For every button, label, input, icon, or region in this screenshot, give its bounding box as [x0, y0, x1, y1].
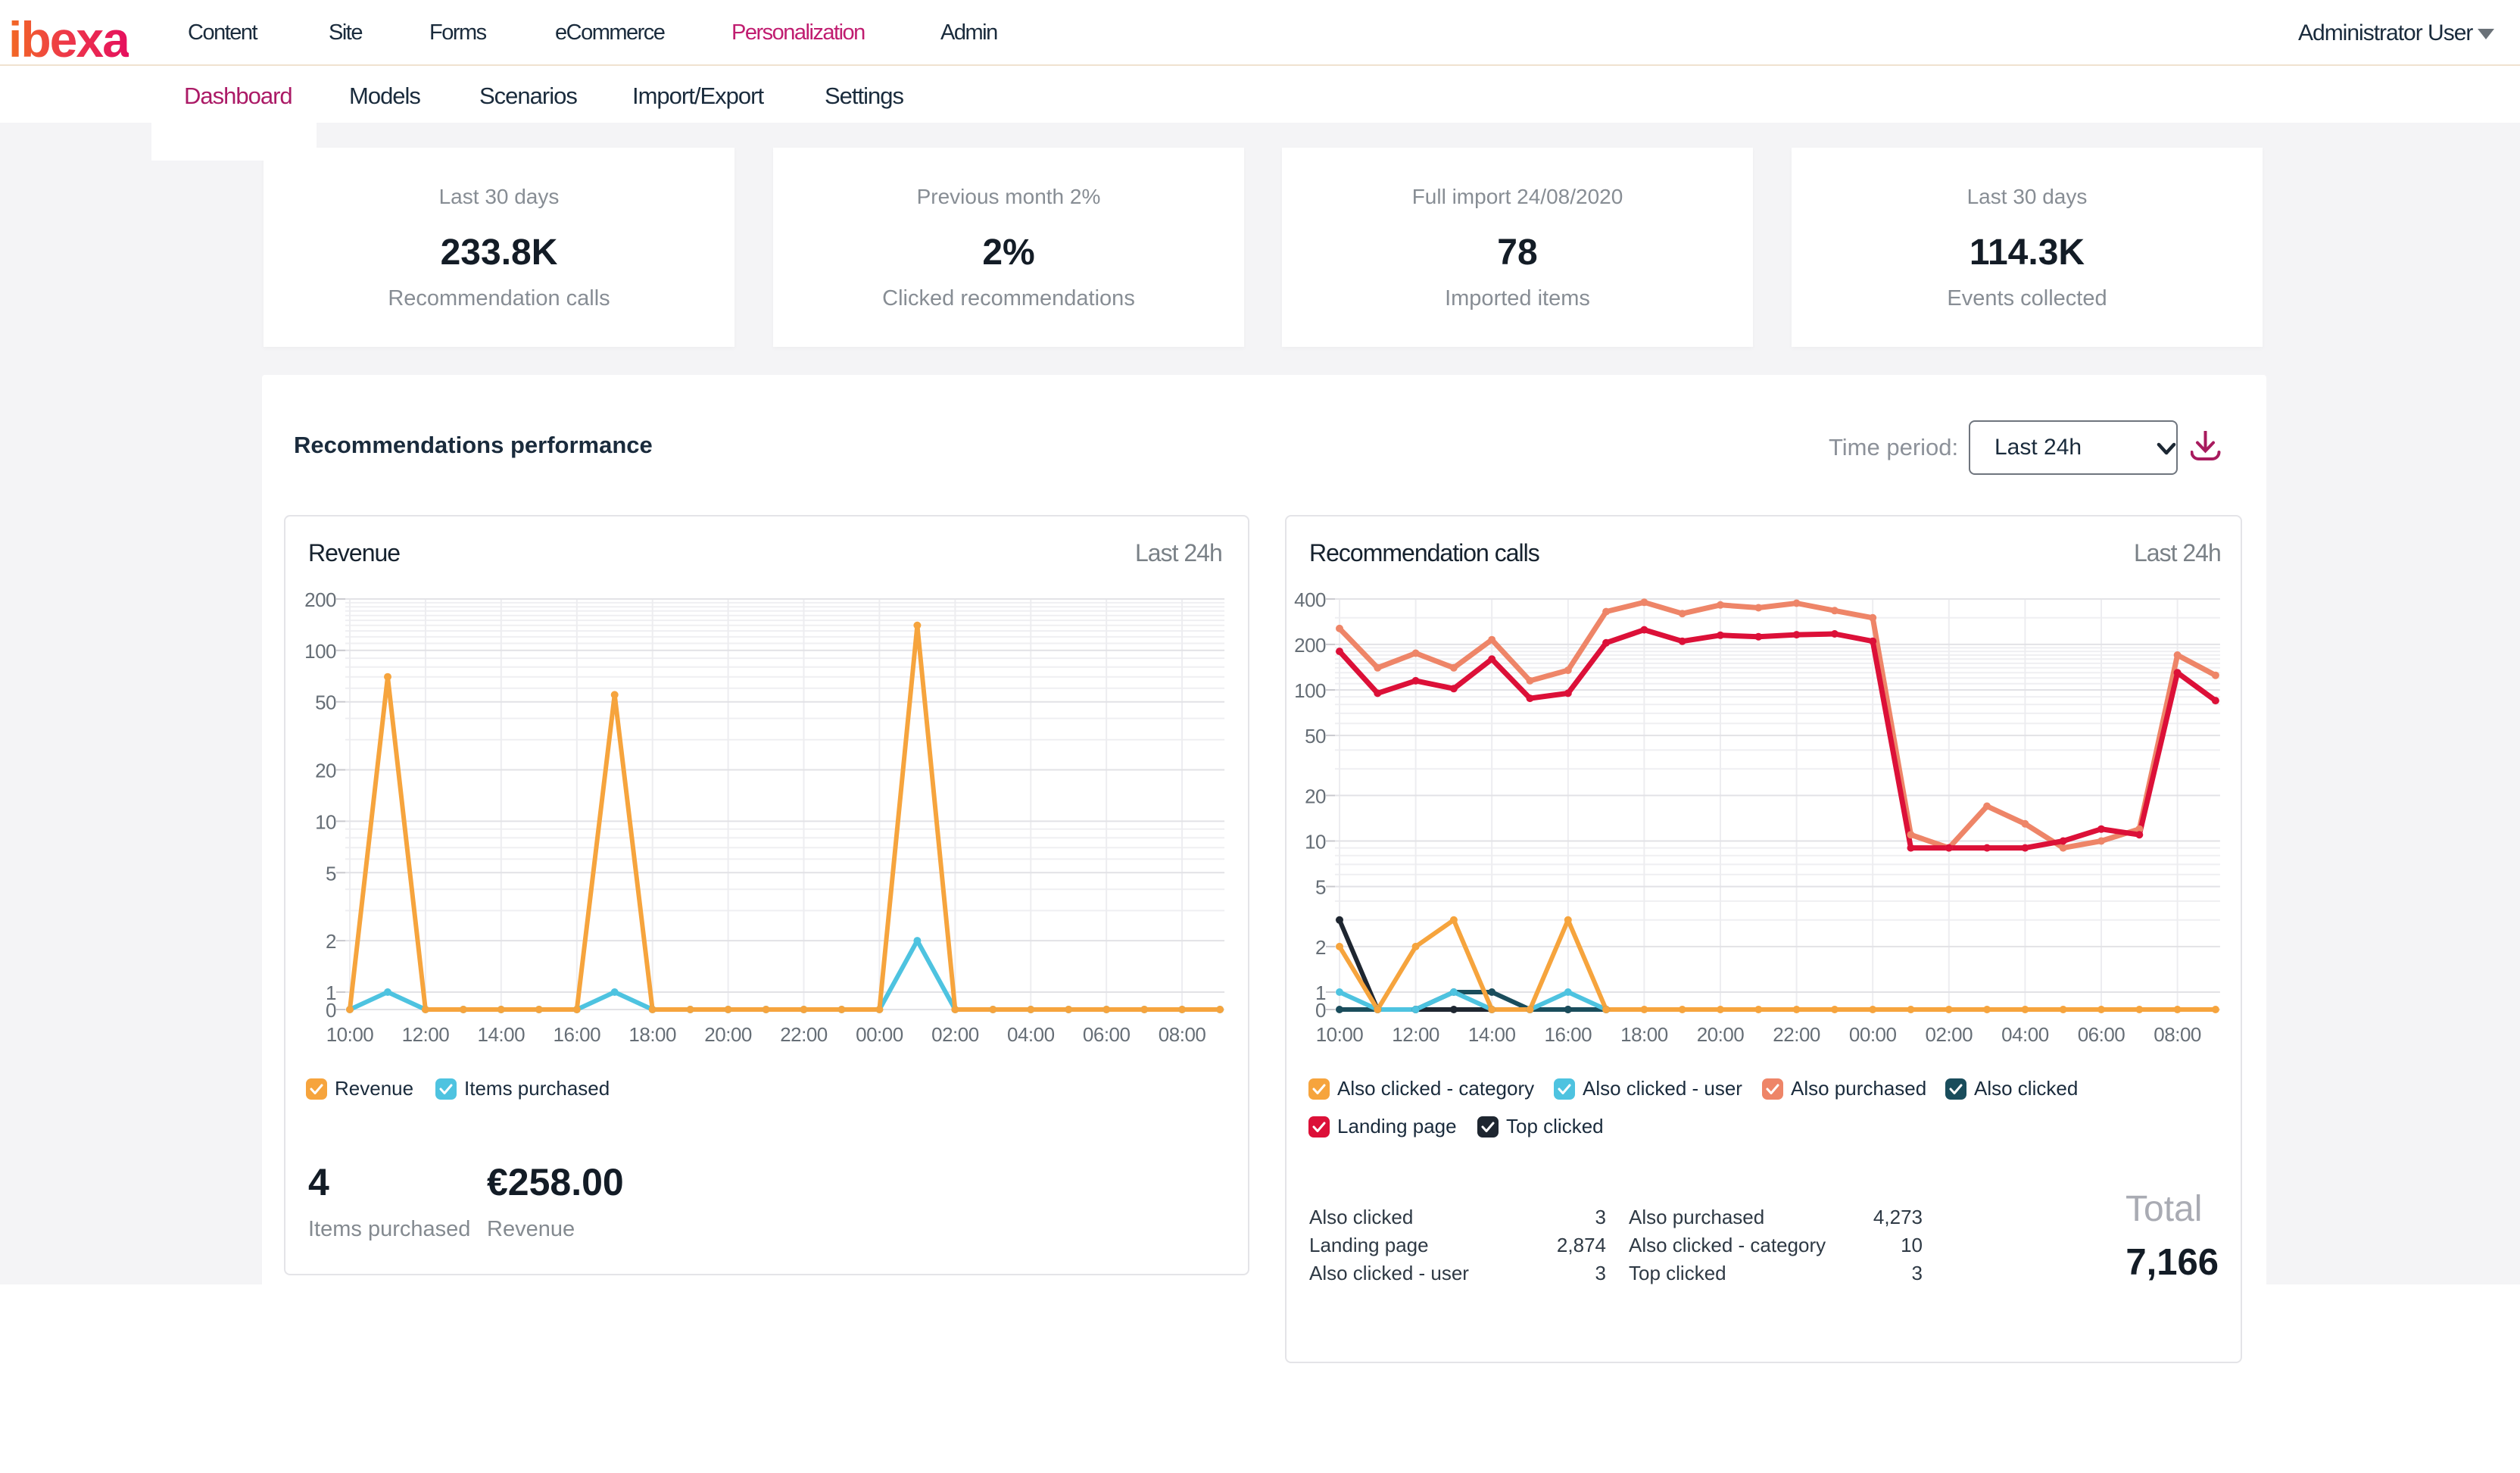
- svg-text:200: 200: [1294, 634, 1326, 657]
- svg-text:06:00: 06:00: [2078, 1023, 2125, 1046]
- svg-text:22:00: 22:00: [780, 1023, 828, 1046]
- svg-text:08:00: 08:00: [1159, 1023, 1206, 1046]
- svg-text:1: 1: [1315, 981, 1326, 1004]
- svg-text:5: 5: [1315, 876, 1326, 899]
- svg-text:400: 400: [1294, 588, 1326, 611]
- svg-text:10:00: 10:00: [1316, 1023, 1364, 1046]
- svg-text:12:00: 12:00: [402, 1023, 450, 1046]
- svg-text:12:00: 12:00: [1392, 1023, 1439, 1046]
- svg-text:18:00: 18:00: [628, 1023, 676, 1046]
- svg-text:10:00: 10:00: [326, 1023, 374, 1046]
- svg-text:5: 5: [326, 862, 336, 885]
- svg-text:0: 0: [1315, 999, 1326, 1022]
- svg-text:2: 2: [1315, 936, 1326, 959]
- svg-text:14:00: 14:00: [478, 1023, 526, 1046]
- svg-text:00:00: 00:00: [1849, 1023, 1897, 1046]
- svg-text:04:00: 04:00: [1007, 1023, 1055, 1046]
- svg-text:1: 1: [326, 981, 336, 1004]
- svg-text:100: 100: [1294, 679, 1326, 702]
- svg-text:20: 20: [1305, 785, 1326, 807]
- svg-text:10: 10: [315, 810, 336, 833]
- svg-text:2: 2: [326, 930, 336, 953]
- svg-text:10: 10: [1305, 831, 1326, 854]
- svg-text:06:00: 06:00: [1083, 1023, 1131, 1046]
- svg-text:02:00: 02:00: [931, 1023, 979, 1046]
- svg-text:04:00: 04:00: [2001, 1023, 2049, 1046]
- svg-text:16:00: 16:00: [1545, 1023, 1592, 1046]
- svg-text:0: 0: [326, 999, 336, 1022]
- svg-text:22:00: 22:00: [1773, 1023, 1820, 1046]
- svg-text:20: 20: [315, 760, 336, 782]
- svg-text:50: 50: [1305, 725, 1326, 747]
- svg-text:14:00: 14:00: [1468, 1023, 1516, 1046]
- svg-text:200: 200: [304, 588, 336, 611]
- svg-text:20:00: 20:00: [1697, 1023, 1745, 1046]
- svg-text:16:00: 16:00: [554, 1023, 601, 1046]
- svg-text:00:00: 00:00: [856, 1023, 903, 1046]
- svg-text:08:00: 08:00: [2154, 1023, 2201, 1046]
- svg-text:02:00: 02:00: [1926, 1023, 1973, 1046]
- svg-text:20:00: 20:00: [704, 1023, 752, 1046]
- svg-text:50: 50: [315, 691, 336, 714]
- svg-text:100: 100: [304, 640, 336, 663]
- svg-text:18:00: 18:00: [1620, 1023, 1668, 1046]
